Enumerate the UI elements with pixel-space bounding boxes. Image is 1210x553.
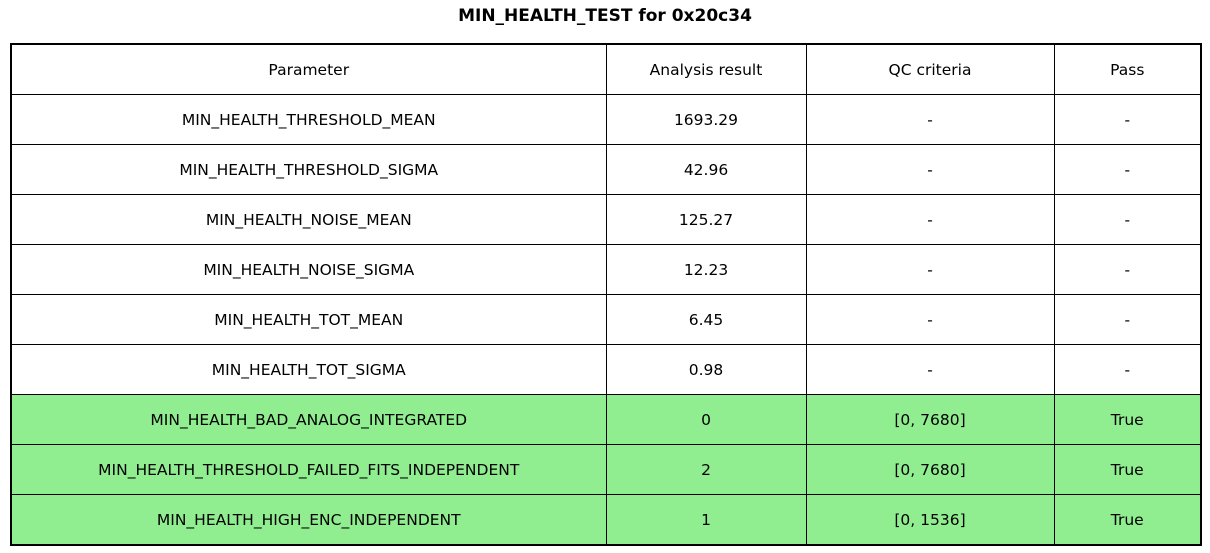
cell-analysis-result: 1693.29 (605, 94, 807, 145)
cell-parameter: MIN_HEALTH_THRESHOLD_SIGMA (10, 144, 607, 195)
column-header-analysis-result: Analysis result (605, 43, 807, 95)
cell-parameter: MIN_HEALTH_TOT_MEAN (10, 294, 607, 345)
table-header-row: Parameter Analysis result QC criteria Pa… (10, 43, 1202, 95)
cell-qc-criteria: - (805, 344, 1055, 395)
cell-pass: - (1053, 294, 1202, 345)
column-header-pass: Pass (1053, 43, 1202, 95)
cell-parameter: MIN_HEALTH_THRESHOLD_FAILED_FITS_INDEPEN… (10, 444, 607, 495)
cell-analysis-result: 0 (605, 394, 807, 445)
cell-analysis-result: 12.23 (605, 244, 807, 295)
cell-pass: - (1053, 144, 1202, 195)
table-row: MIN_HEALTH_NOISE_MEAN 125.27 - - (10, 194, 1202, 245)
cell-pass: - (1053, 194, 1202, 245)
cell-qc-criteria: - (805, 194, 1055, 245)
table-row: MIN_HEALTH_TOT_SIGMA 0.98 - - (10, 344, 1202, 395)
cell-parameter: MIN_HEALTH_THRESHOLD_MEAN (10, 94, 607, 145)
cell-pass: True (1053, 394, 1202, 445)
cell-qc-criteria: - (805, 144, 1055, 195)
table-row-passed: MIN_HEALTH_THRESHOLD_FAILED_FITS_INDEPEN… (10, 444, 1202, 495)
cell-parameter: MIN_HEALTH_NOISE_SIGMA (10, 244, 607, 295)
cell-qc-criteria: - (805, 94, 1055, 145)
cell-qc-criteria: [0, 7680] (805, 394, 1055, 445)
column-header-parameter: Parameter (10, 43, 607, 95)
cell-analysis-result: 1 (605, 494, 807, 546)
table-row: MIN_HEALTH_THRESHOLD_SIGMA 42.96 - - (10, 144, 1202, 195)
table-row-passed: MIN_HEALTH_HIGH_ENC_INDEPENDENT 1 [0, 15… (10, 494, 1202, 546)
cell-pass: - (1053, 94, 1202, 145)
cell-analysis-result: 6.45 (605, 294, 807, 345)
cell-qc-criteria: [0, 7680] (805, 444, 1055, 495)
cell-pass: - (1053, 244, 1202, 295)
table-row-passed: MIN_HEALTH_BAD_ANALOG_INTEGRATED 0 [0, 7… (10, 394, 1202, 445)
cell-analysis-result: 2 (605, 444, 807, 495)
cell-pass: True (1053, 494, 1202, 546)
cell-parameter: MIN_HEALTH_BAD_ANALOG_INTEGRATED (10, 394, 607, 445)
cell-qc-criteria: - (805, 244, 1055, 295)
cell-qc-criteria: [0, 1536] (805, 494, 1055, 546)
cell-parameter: MIN_HEALTH_TOT_SIGMA (10, 344, 607, 395)
table-row: MIN_HEALTH_TOT_MEAN 6.45 - - (10, 294, 1202, 345)
cell-analysis-result: 0.98 (605, 344, 807, 395)
cell-parameter: MIN_HEALTH_HIGH_ENC_INDEPENDENT (10, 494, 607, 546)
qc-results-table: Parameter Analysis result QC criteria Pa… (10, 43, 1202, 546)
column-header-qc-criteria: QC criteria (805, 43, 1055, 95)
cell-pass: - (1053, 344, 1202, 395)
table-row: MIN_HEALTH_NOISE_SIGMA 12.23 - - (10, 244, 1202, 295)
cell-parameter: MIN_HEALTH_NOISE_MEAN (10, 194, 607, 245)
cell-pass: True (1053, 444, 1202, 495)
page-title: MIN_HEALTH_TEST for 0x20c34 (458, 6, 752, 26)
cell-qc-criteria: - (805, 294, 1055, 345)
table-row: MIN_HEALTH_THRESHOLD_MEAN 1693.29 - - (10, 94, 1202, 145)
cell-analysis-result: 42.96 (605, 144, 807, 195)
cell-analysis-result: 125.27 (605, 194, 807, 245)
